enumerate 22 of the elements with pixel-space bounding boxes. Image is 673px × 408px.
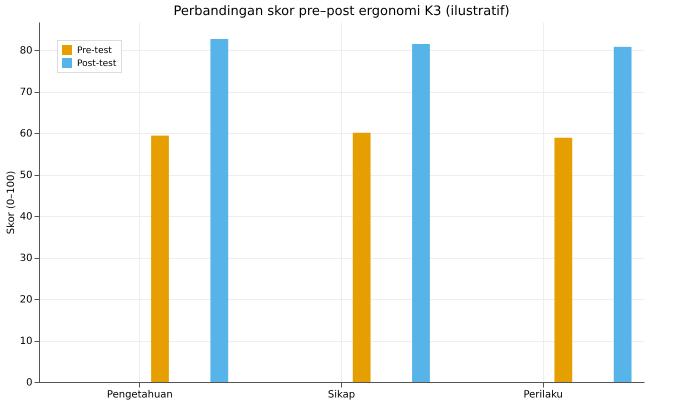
y-tick-label: 10 [20, 336, 32, 348]
bar [614, 46, 632, 382]
legend-label: Pre-test [77, 46, 112, 56]
bar [412, 44, 430, 382]
y-tick-label: 60 [20, 128, 32, 140]
y-tick-label: 30 [20, 253, 32, 264]
y-tick-label: 80 [20, 46, 32, 57]
chart-title: Perbandingan skor pre–post ergonomi K3 (ilustratif) [173, 4, 510, 19]
x-tick-label: Sikap [328, 390, 356, 400]
y-tick-label: 20 [20, 294, 32, 306]
bar [554, 138, 572, 382]
legend-label: Post-test [77, 59, 117, 69]
y-tick-label: 70 [20, 87, 32, 98]
x-tick-label: Perilaku [523, 390, 563, 400]
y-tick-label: 40 [20, 212, 32, 223]
y-tick-label: 50 [20, 170, 32, 182]
y-tick-label: 0 [26, 378, 32, 388]
bar [210, 39, 228, 382]
y-axis-title: Skor (0–100) [6, 170, 17, 234]
x-tick-label: Pengetahuan [106, 390, 173, 400]
bar [151, 136, 169, 382]
bar [352, 132, 371, 382]
